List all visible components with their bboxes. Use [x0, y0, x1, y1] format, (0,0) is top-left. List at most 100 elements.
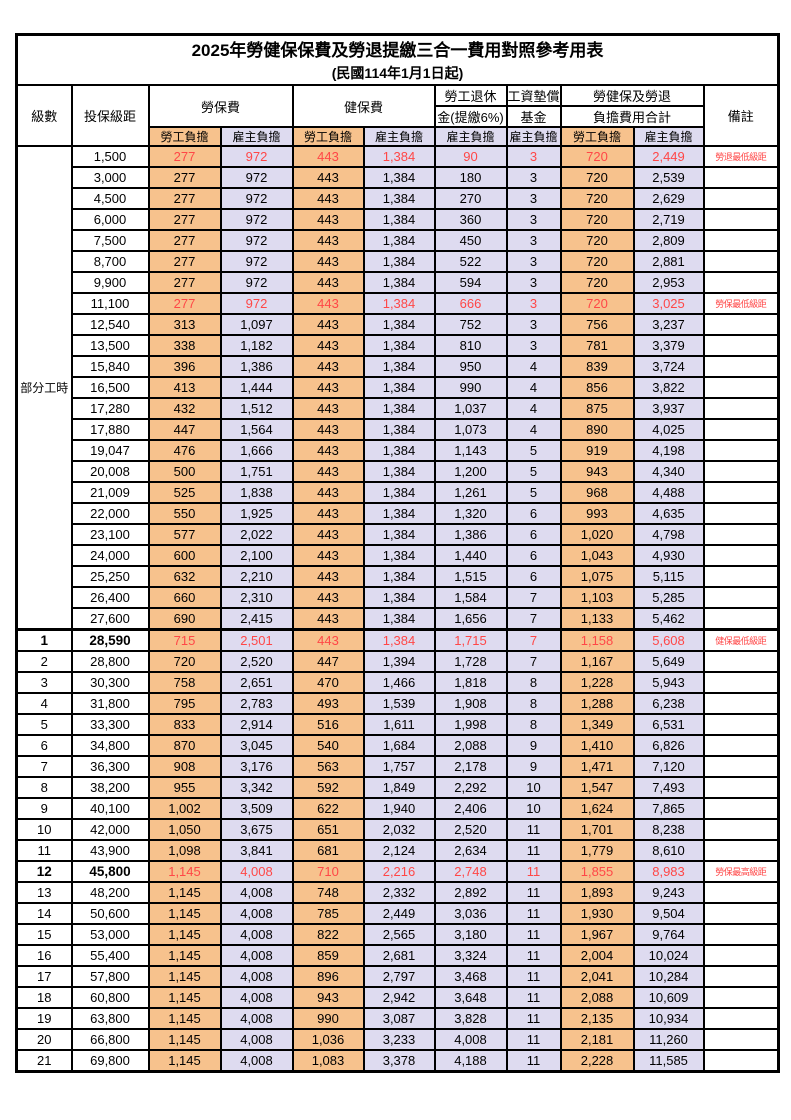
level-cell: 18 [15, 986, 73, 1009]
total-employee-cell: 1,471 [559, 755, 635, 778]
total-employee-cell: 856 [559, 376, 635, 399]
health-employer-cell: 2,449 [362, 902, 436, 925]
arrears-employer-cell: 11 [505, 1007, 562, 1030]
pension-employer-cell: 3,468 [433, 965, 508, 988]
health-employee-cell: 443 [291, 250, 365, 273]
labor-employer-cell: 4,008 [219, 944, 294, 967]
pension-employer-cell: 3,036 [433, 902, 508, 925]
arrears-employer-cell: 11 [505, 902, 562, 925]
total-employer-cell: 9,764 [632, 923, 705, 946]
health-employee-cell: 540 [291, 734, 365, 757]
health-employer-cell: 1,384 [362, 313, 436, 336]
labor-employer-cell: 3,509 [219, 797, 294, 820]
labor-employee-cell: 277 [147, 271, 222, 294]
remark-cell [702, 544, 780, 567]
health-employee-cell: 1,083 [291, 1049, 365, 1073]
labor-employer-cell: 3,045 [219, 734, 294, 757]
remark-cell [702, 460, 780, 483]
remark-cell [702, 502, 780, 525]
total-employee-cell: 2,135 [559, 1007, 635, 1030]
total-employer-cell: 3,724 [632, 355, 705, 378]
health-employee-cell: 443 [291, 145, 365, 168]
labor-employee-cell: 1,145 [147, 1028, 222, 1051]
total-employer-cell: 5,462 [632, 607, 705, 631]
health-employer-cell: 1,384 [362, 607, 436, 631]
total-employee-cell: 1,349 [559, 713, 635, 736]
labor-employee-cell: 476 [147, 439, 222, 462]
remark-cell [702, 692, 780, 715]
pension-employer-cell: 1,584 [433, 586, 508, 609]
total-employer-cell: 2,881 [632, 250, 705, 273]
total-employee-cell: 756 [559, 313, 635, 336]
pension-employer-cell: 1,908 [433, 692, 508, 715]
remark-cell [702, 965, 780, 988]
labor-employer-cell: 4,008 [219, 923, 294, 946]
pension-employer-cell: 1,037 [433, 397, 508, 420]
bracket-cell: 50,600 [70, 902, 150, 925]
labor-employee-cell: 432 [147, 397, 222, 420]
pension-employer-cell: 2,634 [433, 839, 508, 862]
labor-employer-cell: 972 [219, 145, 294, 168]
level-cell: 2 [15, 650, 73, 673]
total-employee-cell: 1,228 [559, 671, 635, 694]
labor-employer-cell: 3,342 [219, 776, 294, 799]
total-employee-cell: 1,043 [559, 544, 635, 567]
pension-employer-cell: 1,715 [433, 628, 508, 652]
health-employee-cell: 443 [291, 481, 365, 504]
bracket-cell: 28,800 [70, 650, 150, 673]
health-employee-cell: 443 [291, 187, 365, 210]
table-row: 13,500 338 1,182 443 1,384 810 3 781 3,379 [17, 334, 780, 357]
total-employer-cell: 8,983 [632, 860, 705, 883]
pension-employer-cell: 3,324 [433, 944, 508, 967]
remark-cell [702, 650, 780, 673]
total-employee-cell: 943 [559, 460, 635, 483]
total-employer-cell: 3,822 [632, 376, 705, 399]
total-employer-cell: 6,238 [632, 692, 705, 715]
pension-employer-cell: 990 [433, 376, 508, 399]
table-row: 12,540 313 1,097 443 1,384 752 3 756 3,237 [17, 313, 780, 336]
health-employee-cell: 443 [291, 502, 365, 525]
total-employee-cell: 1,701 [559, 818, 635, 841]
labor-employer-cell: 1,386 [219, 355, 294, 378]
pension-employer-cell: 2,520 [433, 818, 508, 841]
remark-cell [702, 607, 780, 631]
labor-employer-cell: 4,008 [219, 986, 294, 1009]
total-employer-cell: 4,025 [632, 418, 705, 441]
table-row: 26,400 660 2,310 443 1,384 1,584 7 1,103 5,285 [17, 586, 780, 609]
health-employee-cell: 710 [291, 860, 365, 883]
arrears-employer-cell: 4 [505, 397, 562, 420]
remark-cell [702, 376, 780, 399]
total-employer-cell: 3,025 [632, 292, 705, 315]
health-employee-cell: 748 [291, 881, 365, 904]
table-row: 4 31,800 795 2,783 493 1,539 1,908 8 1,288 6,238 [15, 692, 780, 715]
health-employer-cell: 1,384 [362, 355, 436, 378]
col-header-level: 級數 [15, 84, 73, 147]
total-employee-cell: 875 [559, 397, 635, 420]
health-employer-cell: 2,565 [362, 923, 436, 946]
health-employer-cell: 2,797 [362, 965, 436, 988]
arrears-employer-cell: 3 [505, 292, 562, 315]
labor-employer-cell: 2,783 [219, 692, 294, 715]
pension-employer-cell: 522 [433, 250, 508, 273]
bracket-cell: 13,500 [70, 334, 150, 357]
total-employer-cell: 7,865 [632, 797, 705, 820]
arrears-employer-cell: 11 [505, 860, 562, 883]
labor-employer-cell: 3,176 [219, 755, 294, 778]
remark-cell [702, 797, 780, 820]
health-employee-cell: 443 [291, 229, 365, 252]
labor-employer-cell: 2,651 [219, 671, 294, 694]
labor-employer-cell: 1,666 [219, 439, 294, 462]
remark-cell [702, 1049, 780, 1073]
remark-cell [702, 313, 780, 336]
arrears-employer-cell: 6 [505, 502, 562, 525]
table-row: 16 55,400 1,145 4,008 859 2,681 3,324 11 2,004 10… [15, 944, 780, 967]
labor-employee-cell: 550 [147, 502, 222, 525]
labor-employer-cell: 2,210 [219, 565, 294, 588]
health-employer-cell: 1,384 [362, 586, 436, 609]
bracket-cell: 63,800 [70, 1007, 150, 1030]
health-employer-cell: 1,757 [362, 755, 436, 778]
total-employer-cell: 10,024 [632, 944, 705, 967]
remark-cell [702, 355, 780, 378]
health-employer-cell: 2,124 [362, 839, 436, 862]
arrears-employer-cell: 11 [505, 881, 562, 904]
